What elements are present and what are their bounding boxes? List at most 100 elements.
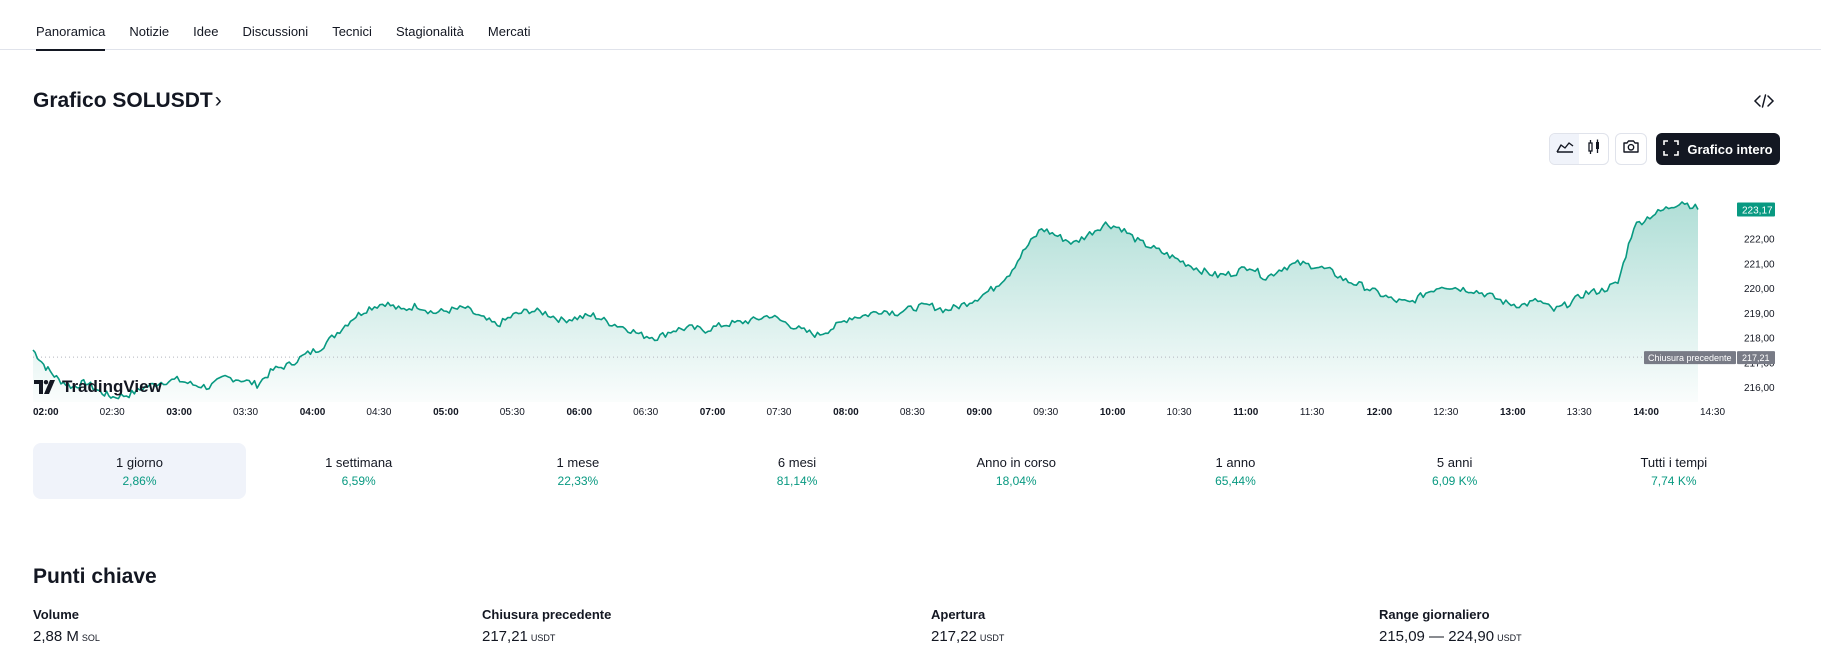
period-6-months[interactable]: 6 mesi 81,14% [691,443,904,499]
period-label: 1 settimana [325,454,393,470]
x-tick-label: 04:00 [300,407,326,418]
period-label: Tutti i tempi [1640,454,1708,470]
last-price-tag [1737,202,1775,217]
tab-idee[interactable]: Idee [193,24,219,39]
prev-close-price-tag [1737,351,1775,365]
x-tick-label: 08:30 [900,407,925,418]
camera-icon [1622,139,1640,159]
period-change: 18,04% [995,473,1037,488]
x-tick-label: 03:00 [166,407,192,418]
period-all-time[interactable]: Tutti i tempi 7,74 K% [1567,443,1780,499]
chart-style-toggle [1549,133,1609,165]
x-tick-label: 11:00 [1233,407,1258,418]
key-point-label: Volume [33,607,79,622]
x-tick-label: 06:00 [566,407,592,418]
period-1-week[interactable]: 1 settimana 6,59% [252,443,465,499]
tab-tecnici[interactable]: Tecnici [332,24,372,39]
tradingview-logo-text: TradingView [62,377,162,396]
x-tick-label: 10:30 [1167,407,1192,418]
x-tick-label: 11:30 [1300,407,1325,418]
period-1-year[interactable]: 1 anno 65,44% [1129,443,1342,499]
fullscreen-icon [1663,139,1680,159]
prev-close-tag [1644,351,1736,365]
last-price-label: 223,17 [1742,206,1773,217]
x-tick-label: 05:30 [500,407,525,418]
x-tick-label: 13:00 [1500,407,1526,418]
period-change: 6,09 K% [1431,473,1478,488]
x-tick-label: 12:30 [1433,407,1458,418]
key-point-prev-close: Chiusura precedente 217,21 USDT [482,607,611,645]
top-tab-bar: Panoramica Notizie Idee Discussioni Tecn… [0,0,1821,51]
key-point-value: 217,21 USDT [482,628,556,645]
period-label: 6 mesi [777,454,817,470]
price-line [32,201,1699,400]
period-5-years[interactable]: 5 anni 6,09 K% [1348,443,1561,499]
prev-close-price-label: 217,21 [1742,353,1770,363]
period-label: 1 giorno [116,454,163,470]
candles-icon [1586,139,1602,160]
tab-discussioni[interactable]: Discussioni [242,24,309,39]
x-tick-label: 03:30 [233,407,258,418]
key-point-label: Apertura [931,607,986,622]
y-tick-label: 216,00 [1744,383,1775,394]
period-ytd[interactable]: Anno in corso 18,04% [910,443,1123,499]
price-chart[interactable]: 216,00217,00218,00219,00220,00221,00222,… [0,170,1821,430]
x-tick-label: 06:30 [633,407,658,418]
x-tick-label: 09:00 [967,407,993,418]
y-tick-label: 218,00 [1744,334,1775,345]
y-tick-label: 222,00 [1744,235,1775,246]
snapshot-button[interactable] [1615,133,1647,165]
x-tick-label: 12:00 [1367,407,1393,418]
x-tick-label: 08:00 [833,407,859,418]
key-point-volume: Volume 2,88 M SOL [33,607,100,645]
tab-notizie[interactable]: Notizie [129,24,170,39]
y-tick-label: 221,00 [1744,259,1775,270]
tab-stagionalita[interactable]: Stagionalità [395,24,464,39]
prev-close-tag-label: Chiusura precedente [1648,353,1732,363]
key-point-value: 2,88 M SOL [33,628,100,645]
x-tick-label: 13:30 [1567,407,1592,418]
tradingview-logo-mark [34,380,55,394]
y-tick-label: 219,00 [1744,309,1775,320]
key-point-label: Chiusura precedente [482,607,612,622]
period-1-month[interactable]: 1 mese 22,33% [471,443,684,499]
period-label: 1 mese [556,454,600,470]
price-area-fill [33,202,1698,402]
period-change: 65,44% [1215,473,1256,488]
full-chart-button[interactable]: Grafico intero [1656,133,1780,165]
x-tick-label: 14:30 [1700,407,1725,418]
x-tick-label: 05:00 [433,407,459,418]
period-change: 22,33% [557,473,599,488]
period-change: 2,86% [122,473,157,488]
period-label: 5 anni [1436,454,1473,470]
chart-title-text: Grafico SOLUSDT [33,89,213,112]
area-chart-button[interactable] [1550,134,1579,164]
chevron-right-icon: › [214,89,222,112]
x-tick-label: 07:00 [700,407,726,418]
tab-mercati[interactable]: Mercati [487,24,531,39]
period-change: 7,74 K% [1651,473,1697,488]
chart-title-link[interactable]: Grafico SOLUSDT› [33,89,222,113]
x-tick-label: 07:30 [766,407,791,418]
y-tick-label: 220,00 [1744,284,1775,295]
key-point-open: Apertura 217,22 USDT [931,607,1004,645]
tradingview-logo: TradingView [34,377,162,397]
candles-chart-button[interactable] [1579,134,1608,164]
area-chart-icon [1555,140,1574,159]
key-point-value: 217,22 USDT [931,628,1005,645]
full-chart-label: Grafico intero [1687,141,1773,157]
period-label: 1 anno [1215,454,1256,470]
x-tick-label: 04:30 [366,407,391,418]
embed-code-icon[interactable] [1753,91,1775,111]
key-point-day-range: Range giornaliero 215,09 — 224,90 USDT [1379,607,1522,645]
x-tick-label: 14:00 [1633,407,1659,418]
key-points-title: Punti chiave [33,565,157,588]
x-tick-label: 09:30 [1033,407,1058,418]
x-tick-label: 10:00 [1100,407,1126,418]
period-change: 6,59% [341,473,376,488]
tab-panoramica[interactable]: Panoramica [36,0,106,51]
period-label: Anno in corso [976,454,1057,470]
period-change: 81,14% [776,473,818,488]
period-1-day[interactable]: 1 giorno 2,86% [33,443,246,499]
x-tick-label: 02:30 [100,407,125,418]
